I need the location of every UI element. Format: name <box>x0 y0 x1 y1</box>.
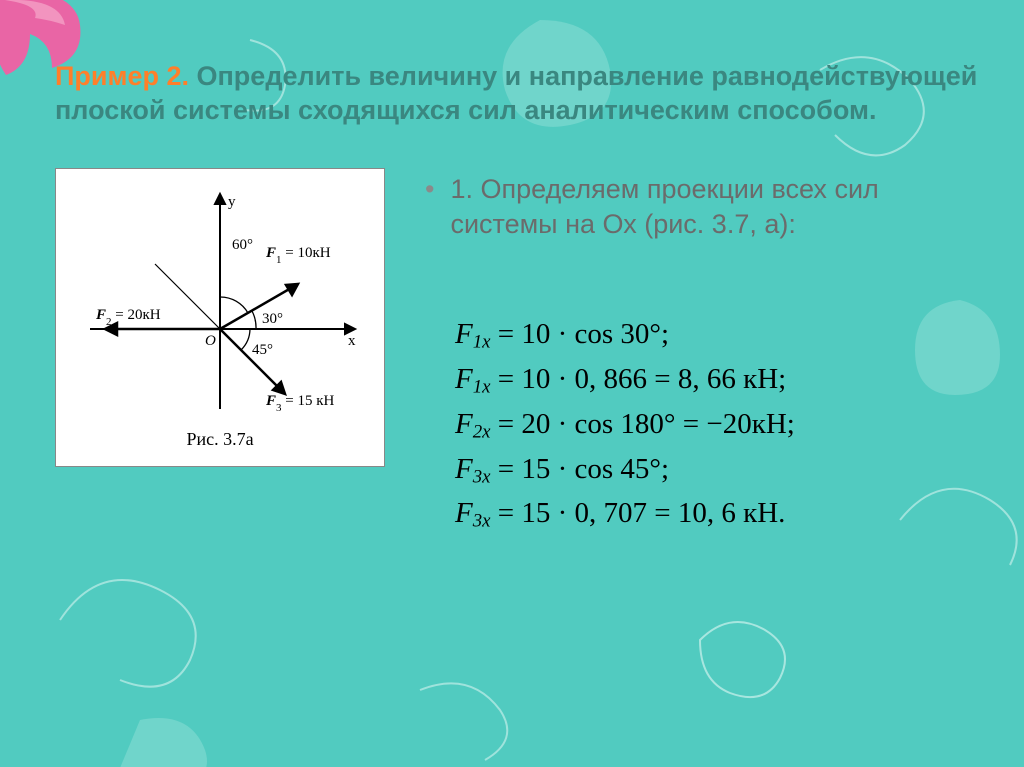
formulas-block: F1x = 10 · cos 30°; F1x = 10 · 0, 866 = … <box>455 312 984 537</box>
figure-caption: Рис. 3.7а <box>66 429 374 450</box>
angle-45: 45° <box>252 342 273 358</box>
title-rest: Определить величину и направление равнод… <box>55 61 977 125</box>
title-lead: Пример 2. <box>55 61 189 91</box>
formula-4: F3x = 15 · cos 45°; <box>455 447 984 492</box>
angle-30: 30° <box>262 311 283 327</box>
slide-title: Пример 2. Определить величину и направле… <box>55 60 984 128</box>
axis-y-label: y <box>228 194 236 210</box>
formula-2: F1x = 10 · 0, 866 = 8, 66 кН; <box>455 357 984 402</box>
f1-label: F1 = 10кН <box>265 245 331 266</box>
origin-label: O <box>205 333 216 349</box>
formula-5: F3x = 15 · 0, 707 = 10, 6 кН. <box>455 491 984 536</box>
right-column: • 1. Определяем проекции всех сил систем… <box>425 168 984 537</box>
f3-label: F3 = 15 кН <box>265 393 335 414</box>
formula-3: F2x = 20 · cos 180° = −20кН; <box>455 402 984 447</box>
axis-x-label: x <box>348 333 356 349</box>
force-diagram: y x O 60° 30° 45° F1 = 10кН F2 = 20кН F3… <box>70 179 370 419</box>
slide-content: Пример 2. Определить величину и направле… <box>55 60 984 536</box>
bullet-dot: • <box>425 172 434 242</box>
step-line: • 1. Определяем проекции всех сил систем… <box>425 172 984 242</box>
formula-1: F1x = 10 · cos 30°; <box>455 312 984 357</box>
figure-box: y x O 60° 30° 45° F1 = 10кН F2 = 20кН F3… <box>55 168 385 467</box>
content-row: y x O 60° 30° 45° F1 = 10кН F2 = 20кН F3… <box>55 168 984 537</box>
step-text: 1. Определяем проекции всех сил системы … <box>450 172 984 242</box>
f2-label: F2 = 20кН <box>95 307 161 328</box>
angle-60: 60° <box>232 237 253 253</box>
